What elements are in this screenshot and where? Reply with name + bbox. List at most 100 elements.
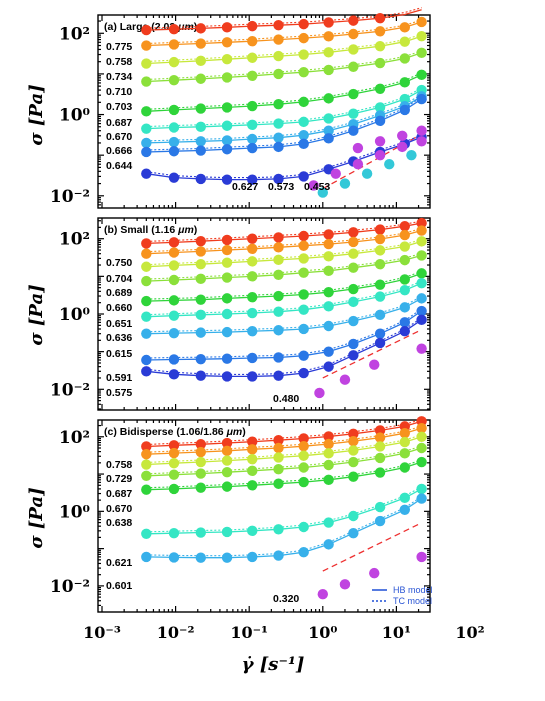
data-point-0.734 — [348, 44, 359, 55]
data-point-0.729 — [323, 438, 334, 450]
data-point-0.320 — [416, 551, 427, 563]
data-point-0.601 — [273, 550, 284, 561]
data-point-0.666 — [247, 142, 258, 154]
data-point-0.591 — [273, 352, 284, 363]
data-point-0.621 — [298, 521, 309, 533]
tc-fit-line-0.734 — [146, 33, 422, 63]
data-point-0.621 — [247, 525, 258, 537]
data-point-0.651 — [195, 294, 207, 305]
data-point-0.615 — [323, 320, 334, 332]
data-point-0.775 — [195, 23, 207, 34]
legend-label: TC model — [393, 596, 432, 606]
data-point-0.704 — [168, 247, 180, 258]
data-point-0.666 — [221, 144, 233, 155]
data-point-0.689 — [195, 259, 207, 270]
x-tick-label: 10⁰ — [308, 623, 337, 642]
data-point-0.710 — [416, 47, 427, 59]
data-point-0.615 — [374, 309, 386, 321]
data-point-0.591 — [323, 346, 334, 357]
y-axis-title: σ [Pa] — [26, 487, 47, 548]
data-point-0.729 — [247, 444, 258, 455]
data-point-0.644 — [168, 172, 180, 183]
series-label-0.704: 0.704 — [106, 273, 132, 285]
data-point-0.750 — [141, 238, 152, 249]
data-point-0.734 — [141, 58, 152, 69]
data-point-0.636 — [416, 277, 427, 289]
data-point-0.687 — [298, 450, 309, 461]
data-point-0.480 — [369, 359, 380, 370]
data-point-0.710 — [247, 70, 258, 81]
data-point-0.710 — [323, 64, 334, 76]
data-point-0.689 — [374, 245, 386, 256]
data-point-0.687 — [141, 459, 152, 470]
data-point-0.621 — [221, 526, 233, 538]
data-point-0.636 — [399, 284, 410, 296]
data-point-0.651 — [273, 290, 284, 302]
data-point-0.644 — [141, 168, 152, 179]
data-point-0.575 — [195, 370, 207, 381]
data-point-0.758 — [247, 436, 258, 447]
legend-label: HB model — [393, 585, 433, 595]
x-tick-label: 10² — [455, 623, 484, 642]
data-point-0.670 — [273, 132, 284, 143]
data-point-0.687 — [374, 102, 386, 113]
data-point-0.750 — [195, 235, 207, 247]
data-point-0.660 — [195, 273, 207, 285]
data-point-0.575 — [273, 370, 284, 381]
data-point-0.758 — [247, 35, 258, 47]
data-point-0.575 — [247, 371, 258, 382]
data-point-0.758 — [273, 434, 284, 446]
data-point-0.660 — [298, 267, 309, 278]
data-point-0.758 — [374, 26, 386, 37]
series-label-0.453: 0.453 — [304, 181, 330, 193]
data-point-0.750 — [416, 217, 427, 229]
data-point-0.729 — [374, 432, 386, 443]
data-point-0.636 — [323, 301, 334, 312]
y-tick-label: 10⁻² — [50, 380, 90, 400]
data-point-0.703 — [374, 83, 386, 95]
data-point-0.687 — [323, 448, 334, 459]
data-point-0.710 — [348, 61, 359, 72]
data-point-0.710 — [195, 73, 207, 84]
data-point-0.750 — [323, 229, 334, 240]
slope-reference-line — [322, 523, 419, 572]
data-point-0.573 — [406, 149, 417, 161]
series-label-0.687: 0.687 — [106, 117, 132, 129]
data-point-0.453 — [352, 142, 364, 154]
x-tick-label: 10⁻³ — [83, 623, 121, 642]
data-point-0.638 — [374, 467, 386, 478]
data-point-0.575 — [416, 314, 427, 326]
data-point-0.704 — [323, 238, 334, 250]
data-point-0.621 — [168, 527, 180, 539]
data-point-0.710 — [168, 75, 180, 86]
data-point-0.636 — [273, 306, 284, 317]
data-point-0.775 — [247, 20, 258, 32]
tc-fit-line-0.615 — [146, 295, 422, 333]
data-point-0.670 — [399, 448, 410, 459]
data-point-0.729 — [221, 445, 233, 457]
data-point-0.729 — [195, 446, 207, 458]
data-point-0.758 — [416, 16, 427, 28]
data-point-0.615 — [141, 328, 152, 339]
data-point-0.615 — [221, 326, 233, 338]
data-point-0.703 — [273, 98, 284, 110]
y-axis-title: σ [Pa] — [26, 284, 47, 345]
y-tick-label: 10⁰ — [59, 106, 90, 126]
y-tick-label: 10⁰ — [59, 502, 90, 522]
data-point-0.660 — [221, 272, 233, 283]
data-point-0.750 — [168, 237, 180, 248]
data-point-0.591 — [221, 353, 233, 364]
data-point-0.689 — [168, 260, 180, 271]
tc-fit-line-0.660 — [146, 252, 422, 280]
series-label-0.734: 0.734 — [106, 71, 132, 83]
data-point-0.670 — [323, 459, 334, 471]
data-point-0.627 — [374, 149, 386, 161]
data-point-0.687 — [273, 118, 284, 129]
data-point-0.704 — [416, 225, 427, 236]
data-point-0.638 — [298, 476, 309, 488]
data-point-0.621 — [273, 524, 284, 535]
data-point-0.710 — [399, 53, 410, 64]
data-point-0.734 — [273, 50, 284, 62]
data-point-0.573 — [361, 168, 373, 179]
series-label-0.758: 0.758 — [106, 56, 132, 68]
